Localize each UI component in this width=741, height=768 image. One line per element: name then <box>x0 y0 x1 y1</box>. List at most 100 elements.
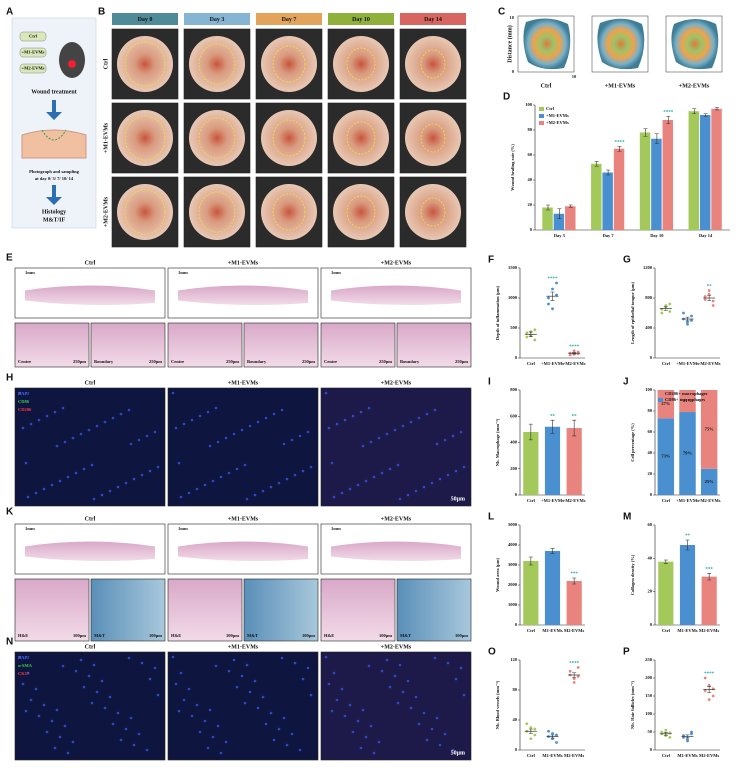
fluorescence <box>167 651 319 761</box>
stain-label: CK17 <box>18 671 30 676</box>
nucleus <box>34 491 38 495</box>
inset <box>90 322 166 368</box>
inset <box>396 322 472 368</box>
point <box>686 322 689 326</box>
error-bar <box>568 204 573 208</box>
arrow-head <box>46 197 62 205</box>
nucleus <box>208 708 212 712</box>
nucleus <box>95 424 99 428</box>
nucleus <box>100 679 104 683</box>
point <box>555 281 558 285</box>
y-tick-label: 1500 <box>508 265 518 270</box>
point <box>703 689 707 692</box>
nucleus <box>417 416 421 420</box>
y-tick-label: 0 <box>650 622 653 627</box>
x-tick-label: Ctrl <box>527 361 536 366</box>
point <box>533 727 537 731</box>
nucleus <box>63 440 67 444</box>
y-tick-label: 250 <box>645 657 653 662</box>
label: Centre <box>18 359 31 364</box>
row-label: Ctrl <box>103 58 109 69</box>
bar-segment <box>657 390 675 419</box>
significance: **** <box>704 672 715 677</box>
point <box>576 675 580 678</box>
inset <box>90 578 166 642</box>
nucleus <box>227 669 231 673</box>
bar <box>523 432 539 495</box>
nucleus <box>216 724 220 728</box>
nucleus <box>119 738 123 742</box>
day-header <box>184 13 250 25</box>
nucleus <box>179 671 183 675</box>
label: M&T/IF <box>43 217 66 223</box>
point <box>568 353 572 357</box>
label: 100μm <box>226 633 239 638</box>
y-tick-label: 20 <box>648 471 653 476</box>
point <box>525 331 529 335</box>
bar-segment <box>679 412 696 495</box>
nucleus <box>367 664 371 668</box>
point <box>551 307 554 311</box>
y-tick-label: 500 <box>510 325 518 330</box>
nucleus <box>190 714 194 718</box>
error-bar <box>685 734 690 739</box>
nucleus <box>171 655 175 659</box>
nucleus <box>406 679 410 683</box>
wound-outline <box>272 119 306 157</box>
bar <box>662 120 674 230</box>
nucleus <box>116 711 120 715</box>
wound-outline <box>272 193 306 231</box>
wound-bed <box>189 36 245 92</box>
x-tick-label: Day 14 <box>699 233 713 238</box>
bar <box>688 111 700 230</box>
point <box>682 736 685 739</box>
y-tick-label: 200 <box>510 466 518 471</box>
point <box>551 732 554 735</box>
nucleus <box>42 487 46 491</box>
nucleus <box>140 661 144 665</box>
wound-bed <box>333 184 389 240</box>
tissue <box>331 285 461 305</box>
value-label: 21% <box>683 398 693 403</box>
nucleus <box>211 735 215 739</box>
label: +M2-EVMs <box>381 516 412 522</box>
nucleus <box>256 420 260 424</box>
y-tick-label: 60 <box>648 429 653 434</box>
nucleus <box>454 677 458 681</box>
nucleus <box>174 426 178 430</box>
legend-swatch <box>658 392 663 396</box>
nucleus <box>45 730 49 734</box>
nucleus <box>240 428 244 432</box>
nucleus <box>24 461 28 465</box>
nucleus <box>272 738 276 742</box>
nucleus <box>280 408 284 412</box>
error-bar <box>594 160 599 167</box>
nucleus <box>253 493 257 497</box>
nucleus <box>414 489 418 493</box>
y-tick-label: 40 <box>648 555 653 560</box>
day-label: Day 3 <box>210 17 225 23</box>
error-bar <box>572 352 577 355</box>
nucleus <box>430 727 434 731</box>
nucleus <box>190 418 194 422</box>
label: Photograph and sampling <box>29 169 80 174</box>
nucleus <box>55 444 59 448</box>
nucleus <box>34 687 38 691</box>
nucleus <box>111 722 115 726</box>
wound-bed <box>405 110 461 166</box>
significance: *** <box>570 572 578 577</box>
tissue <box>178 541 308 561</box>
nucleus <box>272 412 276 416</box>
label: +M1-EVMs <box>605 83 636 89</box>
nucleus <box>182 698 186 702</box>
wound-bed <box>117 36 173 92</box>
y-tick-label: 80 <box>528 127 533 132</box>
error-bar <box>550 291 555 301</box>
point <box>686 739 689 743</box>
point <box>686 320 689 324</box>
point <box>711 694 715 698</box>
y-tick-label: 1000 <box>508 602 518 607</box>
wound-bed <box>189 184 245 240</box>
x-tick-label: Ctrl <box>527 628 536 633</box>
y-tick-label: 400 <box>510 440 518 445</box>
